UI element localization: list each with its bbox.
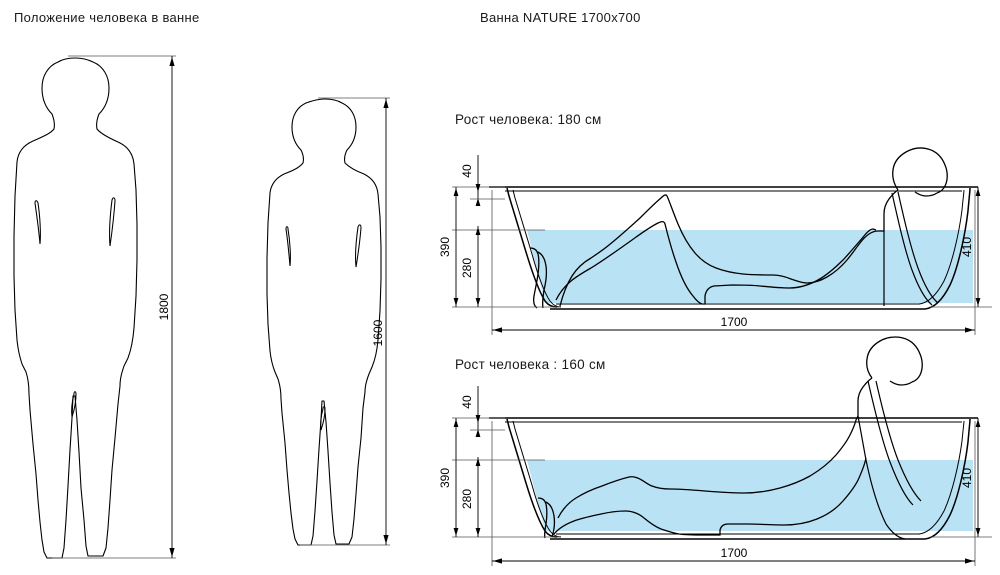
- dim-label-lower-1700: 1700: [721, 546, 748, 560]
- water-fill-upper: [527, 230, 973, 303]
- reclining-head-lower: [866, 336, 923, 383]
- arrow-upper-390-top: [453, 188, 459, 196]
- reclining-foot-upper: [529, 247, 540, 309]
- bath-lower: 40 390 280 410 1700: [438, 336, 992, 566]
- bath-upper-wall-right-outer: [924, 187, 971, 310]
- arrow-lower-280-bottom: [475, 528, 481, 536]
- arrow-lower-390-bottom: [453, 528, 459, 536]
- arrow-lower-410-bottom: [975, 528, 981, 536]
- dim-label-upper-40: 40: [460, 164, 474, 178]
- dim-label-lower-390: 390: [438, 468, 452, 488]
- arrow-upper-280-top: [475, 227, 481, 235]
- arrow-lower-390-top: [453, 419, 459, 427]
- dim-label-1800: 1800: [157, 293, 171, 320]
- bath-lower-wall-left-inner: [512, 420, 562, 538]
- person-short-leg-slit: [320, 406, 326, 431]
- arrow-upper-410-bottom: [975, 298, 981, 306]
- dim-label-upper-410: 410: [960, 237, 974, 257]
- arrow-lower-40-b2: [475, 429, 481, 437]
- dim-label-1600: 1600: [371, 319, 385, 346]
- bath-upper-wall-left-outer: [506, 187, 558, 308]
- bath-upper-wall-left-inner: [512, 189, 562, 308]
- dim-label-upper-280: 280: [460, 258, 474, 278]
- reclining-neck-lower: [889, 380, 913, 386]
- person-arm-slit-left: [34, 200, 41, 245]
- reclining-foot-lower: [537, 497, 548, 539]
- arrow-lower-1700-left: [493, 558, 502, 564]
- reclining-person-upper-lower-contour: [555, 220, 877, 305]
- arrow-1800-bottom: [169, 548, 175, 557]
- figure-standing-1600: 1600: [266, 97, 390, 546]
- bath-upper-body-edge: [891, 192, 933, 306]
- arrow-lower-280-top: [475, 458, 481, 466]
- bath-lower-body-edge: [867, 380, 914, 506]
- arrow-lower-40-b1: [475, 415, 481, 423]
- person-silhouette-tall: [13, 57, 138, 559]
- reclining-person-upper: [559, 189, 899, 307]
- bath-lower-body-edge-2: [875, 380, 922, 502]
- dim-label-upper-1700: 1700: [721, 315, 748, 329]
- arrow-upper-1700-right: [965, 327, 974, 333]
- arrow-1800-top: [169, 57, 175, 66]
- arrow-lower-1700-right: [965, 558, 974, 564]
- reclining-person-lower-contour: [553, 457, 867, 536]
- figure-standing-1800: 1800: [13, 55, 176, 559]
- arrow-1600-bottom: [383, 535, 389, 544]
- arrow-1600-top: [383, 99, 389, 108]
- arrow-upper-410-top: [975, 188, 981, 196]
- bath-lower-backrest-line: [857, 415, 906, 540]
- arrow-upper-40-bottom: [475, 184, 481, 192]
- reclining-head-upper: [892, 147, 948, 194]
- person-short-arm-slit-left: [285, 226, 291, 267]
- reclining-neck-upper: [914, 191, 938, 197]
- bath-upper-body-edge-2: [897, 191, 939, 304]
- bath-lower-wall-left-outer: [506, 418, 558, 538]
- arrow-upper-390-bottom: [453, 298, 459, 306]
- bath-lower-wall-right-outer: [924, 418, 971, 540]
- arrow-lower-410-top: [975, 419, 981, 427]
- dim-label-lower-40: 40: [460, 395, 474, 409]
- arrow-upper-1700-left: [493, 327, 502, 333]
- reclining-person-lower: [557, 377, 873, 519]
- bath-upper-subtitle: Рост человека: 180 см: [455, 112, 602, 127]
- reclining-foot-lower-2: [545, 501, 556, 538]
- page-title-left: Положение человека в ванне: [14, 10, 200, 25]
- page-title-right: Ванна NATURE 1700x700: [480, 10, 641, 25]
- person-short-arm-slit-right: [355, 224, 362, 268]
- bath-lower-subtitle: Рост человека : 160 см: [455, 357, 606, 372]
- person-leg-slit: [71, 391, 77, 418]
- reclining-foot-upper-2: [537, 251, 548, 309]
- dim-label-lower-280: 280: [460, 489, 474, 509]
- arrow-upper-40-bottom2: [475, 198, 481, 206]
- dim-label-upper-390: 390: [438, 237, 452, 257]
- dim-label-lower-410: 410: [960, 468, 974, 488]
- arrow-upper-280-bottom: [475, 298, 481, 306]
- person-arm-slit-right: [109, 197, 116, 247]
- bath-lower-wall-right-inner: [918, 420, 965, 535]
- bath-upper: 40 390 280 410 1700: [438, 147, 992, 335]
- person-silhouette-short: [266, 98, 382, 546]
